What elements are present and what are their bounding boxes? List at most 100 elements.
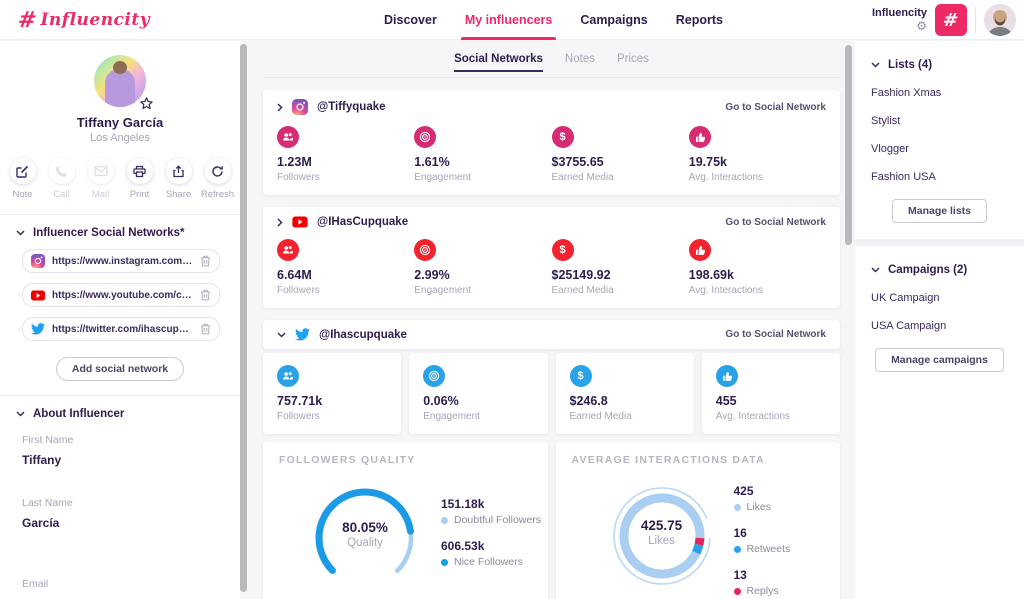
stat-engagement: 1.61% Engagement — [414, 126, 551, 183]
instagram-handle: @Tiffyquake — [317, 101, 386, 113]
stat-engagement-card: 0.06% Engagement — [409, 353, 548, 434]
youtube-network-card: @IHasCupquake Go to Social Network 6.64M… — [263, 207, 840, 308]
nav-discover[interactable]: Discover — [384, 13, 437, 27]
delete-youtube-icon[interactable] — [200, 289, 211, 301]
nav-my-influencers[interactable]: My influencers — [460, 0, 556, 40]
instagram-network-card: @Tiffyquake Go to Social Network 1.23M F… — [263, 90, 840, 195]
engagement-icon — [423, 365, 446, 387]
delete-twitter-icon[interactable] — [200, 323, 211, 335]
tab-social-networks[interactable]: Social Networks — [454, 41, 543, 78]
instagram-url-field[interactable]: https://www.instagram.com/tiffyquake/ — [22, 249, 220, 273]
list-item[interactable]: Vlogger — [871, 143, 909, 155]
list-item[interactable]: Fashion USA — [871, 171, 936, 183]
stat-engagement: 2.99% Engagement — [414, 239, 551, 296]
chevron-down-icon — [16, 230, 25, 236]
followers-quality-legend: 151.18k Doubtful Followers 606.53k Nice … — [441, 497, 541, 581]
sidebar-scrollbar[interactable] — [240, 44, 247, 592]
delete-instagram-icon[interactable] — [200, 255, 211, 267]
twitter-go-to-link[interactable]: Go to Social Network — [725, 329, 826, 340]
followers-icon — [277, 365, 299, 387]
youtube-card-header: @IHasCupquake Go to Social Network — [263, 207, 840, 233]
chevron-down-icon — [871, 62, 880, 68]
brand-name: Influencity — [40, 10, 151, 30]
youtube-url: https://www.youtube.com/channel/UC... — [52, 289, 193, 301]
twitter-network-card: @Ihascupquake Go to Social Network — [263, 320, 840, 349]
avg-interactions-title: AVERAGE INTERACTIONS DATA — [571, 454, 765, 466]
main-nav: Discover My influencers Campaigns Report… — [384, 0, 723, 40]
interactions-icon — [715, 365, 738, 387]
tab-prices[interactable]: Prices — [616, 53, 649, 65]
twitter-handle: @Ihascupquake — [319, 328, 407, 341]
call-icon — [55, 165, 67, 177]
about-influencer-panel: About Influencer First Name Tiffany Last… — [0, 396, 240, 599]
last-name-field[interactable]: Last Name García — [16, 497, 224, 530]
campaign-item[interactable]: UK Campaign — [871, 292, 940, 304]
avg-interactions-card: AVERAGE INTERACTIONS DATA 425.75 Likes — [555, 442, 840, 599]
stat-followers-card: 757.71k Followers — [263, 353, 402, 434]
manage-lists-button[interactable]: Manage lists — [891, 199, 988, 223]
influencer-sidebar: Tiffany García Los Angeles Note Call Mai… — [0, 41, 240, 599]
youtube-url-field[interactable]: https://www.youtube.com/channel/UC... — [22, 283, 220, 307]
twitter-icon — [31, 323, 45, 335]
chevron-right-icon[interactable] — [277, 217, 283, 227]
share-icon — [173, 164, 184, 177]
chevron-down-icon[interactable] — [277, 331, 286, 338]
favorite-star-icon[interactable] — [139, 96, 154, 111]
legend-likes: 425 Likes — [733, 484, 772, 513]
campaigns-header[interactable]: Campaigns (2) — [871, 264, 1008, 276]
stat-earned-media-card: $ $246.8 Earned Media — [555, 353, 694, 434]
followers-quality-gauge: 80.05% Quality — [305, 478, 425, 598]
campaigns-panel: Campaigns (2) UK Campaign USA Campaign M… — [855, 246, 1024, 388]
note-button[interactable]: Note — [8, 158, 38, 200]
youtube-handle: @IHasCupquake — [317, 216, 409, 228]
profile-actions: Note Call Mail Print Share Refresh — [0, 158, 240, 200]
stat-followers: 6.64M Followers — [277, 239, 414, 296]
add-social-network-button[interactable]: Add social network — [55, 357, 185, 381]
instagram-icon — [31, 254, 45, 268]
last-name-label: Last Name — [22, 497, 73, 509]
legend-doubtful: 151.18k Doubtful Followers — [441, 497, 541, 526]
tab-notes[interactable]: Notes — [564, 53, 595, 65]
campaign-item[interactable]: USA Campaign — [871, 320, 947, 332]
social-networks-panel: Influencer Social Networks* https://www.… — [0, 215, 240, 381]
social-networks-panel-header[interactable]: Influencer Social Networks* — [16, 227, 224, 239]
retweets-dot-icon — [733, 545, 741, 553]
main-content: Social Networks Notes Prices @Tiffyquake… — [248, 41, 855, 599]
brand-logo[interactable]: # Influencity — [16, 7, 151, 33]
content-tabs: Social Networks Notes Prices — [263, 41, 840, 78]
share-button[interactable]: Share — [164, 158, 194, 200]
nav-reports[interactable]: Reports — [675, 13, 723, 27]
nav-campaigns[interactable]: Campaigns — [580, 13, 648, 27]
doubtful-dot-icon — [441, 516, 448, 524]
print-button[interactable]: Print — [125, 158, 155, 200]
chevron-right-icon[interactable] — [277, 102, 283, 112]
lists-header[interactable]: Lists (4) — [871, 59, 1008, 71]
first-name-field[interactable]: First Name Tiffany — [16, 434, 224, 467]
refresh-button[interactable]: Refresh — [201, 158, 234, 200]
legend-nice: 606.53k Nice Followers — [441, 539, 523, 568]
list-item[interactable]: Stylist — [871, 115, 901, 127]
list-item[interactable]: Fashion Xmas — [871, 87, 942, 99]
chevron-down-icon — [871, 267, 880, 273]
manage-campaigns-button[interactable]: Manage campaigns — [875, 348, 1004, 372]
earned-media-icon: $ — [551, 239, 574, 261]
twitter-icon — [295, 328, 310, 341]
last-name-value[interactable]: García — [22, 516, 60, 530]
youtube-go-to-link[interactable]: Go to Social Network — [725, 216, 826, 228]
twitter-url-field[interactable]: https://twitter.com/ihascupquake — [22, 317, 220, 341]
email-field[interactable]: Email — [16, 578, 224, 599]
first-name-value[interactable]: Tiffany — [22, 453, 62, 467]
workspace-logo[interactable]: # — [935, 4, 967, 36]
user-avatar[interactable] — [984, 4, 1016, 36]
about-influencer-header[interactable]: About Influencer — [16, 408, 224, 420]
main-scrollbar[interactable] — [845, 45, 852, 245]
instagram-go-to-link[interactable]: Go to Social Network — [725, 101, 826, 113]
chevron-down-icon — [16, 411, 25, 417]
print-icon — [133, 165, 146, 177]
nice-dot-icon — [441, 558, 448, 566]
stat-followers: 1.23M Followers — [277, 126, 414, 183]
engagement-icon — [414, 239, 437, 261]
gear-icon[interactable]: ⚙ — [916, 18, 927, 33]
instagram-icon — [292, 99, 308, 115]
interactions-icon — [688, 239, 711, 261]
